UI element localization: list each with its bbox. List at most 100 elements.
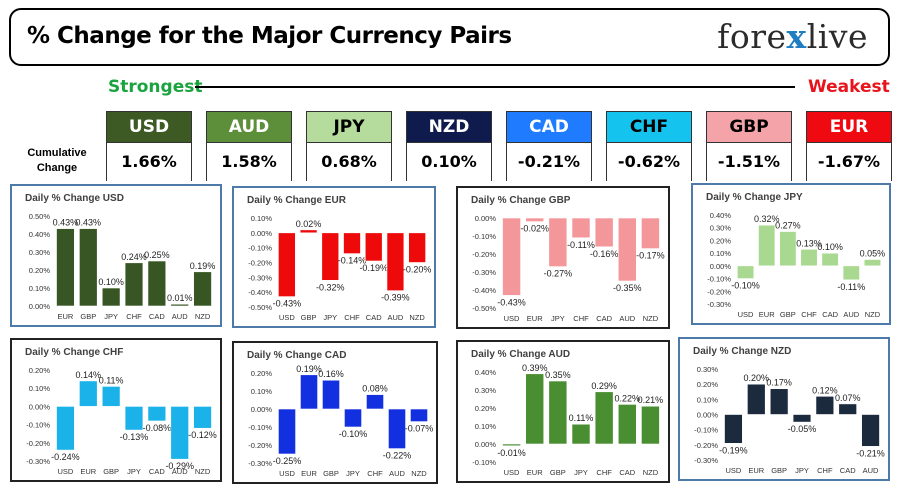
- x-tick-label: EUR: [759, 310, 775, 319]
- cumulative-value: 0.68%: [307, 143, 391, 181]
- bar: [193, 406, 212, 429]
- bar: [322, 379, 340, 410]
- bar: [861, 414, 880, 447]
- y-tick-label: -0.20%: [248, 259, 272, 268]
- y-tick-label: 0.00%: [475, 440, 497, 449]
- x-tick-label: CHF: [817, 466, 833, 475]
- bar: [792, 414, 812, 423]
- x-tick-label: USD: [58, 467, 74, 476]
- bar: [321, 232, 340, 281]
- cumulative-value: -1.51%: [707, 143, 791, 181]
- y-tick-label: 0.20%: [697, 380, 719, 389]
- currency-name: CHF: [607, 112, 691, 143]
- y-tick-label: 0.20%: [710, 236, 732, 245]
- data-label: -0.21%: [856, 448, 885, 458]
- y-tick-label: 0.10%: [251, 387, 273, 396]
- strongest-label: Strongest: [108, 77, 203, 97]
- x-tick-label: AUD: [843, 310, 859, 319]
- bar: [300, 374, 318, 410]
- y-tick-label: 0.10%: [697, 395, 719, 404]
- cumulative-value: 1.58%: [207, 143, 291, 181]
- y-tick-label: -0.50%: [248, 303, 272, 312]
- x-tick-label: NZD: [643, 314, 659, 323]
- y-tick-label: 0.50%: [29, 212, 51, 221]
- bar: [343, 232, 361, 254]
- cumulative-value: 1.66%: [107, 143, 191, 181]
- bar: [502, 443, 521, 447]
- x-tick-label: EUR: [748, 466, 764, 475]
- data-label: 0.19%: [296, 364, 322, 374]
- bar: [747, 383, 766, 415]
- data-label: -0.29%: [165, 461, 194, 471]
- y-tick-label: 0.30%: [697, 365, 719, 374]
- currency-tile-chf: CHF -0.62%: [606, 111, 692, 181]
- bar: [548, 380, 568, 445]
- data-label: -0.32%: [316, 282, 345, 292]
- logo-x: x: [786, 17, 807, 56]
- y-tick-label: -0.10%: [248, 244, 272, 253]
- x-tick-label: AUD: [619, 314, 635, 323]
- x-tick-label: CAD: [149, 467, 165, 476]
- x-tick-label: AUD: [172, 467, 188, 476]
- y-tick-label: -0.10%: [472, 232, 496, 241]
- data-label: -0.11%: [837, 282, 865, 292]
- x-tick-label: AUD: [388, 313, 404, 322]
- x-tick-label: CHF: [367, 469, 383, 478]
- currency-tile-usd: USD 1.66%: [106, 111, 192, 181]
- bar: [548, 217, 568, 267]
- data-label: 0.35%: [545, 370, 571, 380]
- x-tick-label: NZD: [411, 469, 427, 478]
- y-tick-label: 0.30%: [29, 248, 51, 257]
- data-label: 0.10%: [98, 277, 124, 287]
- x-tick-label: GBP: [103, 467, 119, 476]
- bar: [724, 414, 743, 444]
- y-tick-label: -0.30%: [26, 457, 50, 466]
- bar: [101, 386, 121, 407]
- y-tick-label: -0.30%: [248, 273, 272, 282]
- x-tick-label: CAD: [619, 468, 635, 477]
- chart-panel-4: Daily % Change JPY 0.40% 0.30% 0.20% 0.10% 0.…: [691, 183, 891, 325]
- x-tick-label: USD: [279, 469, 295, 478]
- x-tick-label: USD: [279, 313, 295, 322]
- x-tick-label: CHF: [573, 314, 589, 323]
- currency-name: CAD: [507, 112, 591, 143]
- y-tick-label: 0.20%: [251, 369, 273, 378]
- x-tick-label: AUD: [863, 466, 879, 475]
- data-label: 0.13%: [796, 238, 822, 248]
- bar: [641, 405, 660, 445]
- currency-name: NZD: [407, 112, 491, 143]
- chart-title: Daily % Change GBP: [471, 195, 571, 206]
- data-label: 0.25%: [144, 250, 170, 260]
- bar: [815, 395, 835, 415]
- bar: [299, 229, 318, 234]
- bar: [124, 262, 144, 307]
- chart-panel-8: Daily % Change NZD 0.30% 0.20% 0.10% 0.00% -0…: [678, 337, 890, 481]
- chart-svg: Daily % Change AUD 0.40% 0.30% 0.20% 0.10% 0.…: [471, 349, 663, 477]
- x-tick-label: CHF: [596, 468, 612, 477]
- logo-text-right: live: [806, 17, 868, 56]
- y-tick-label: -0.40%: [248, 288, 272, 297]
- chart-svg: Daily % Change EUR 0.10% 0.00% -0.10% -0.20%…: [247, 195, 432, 322]
- bar: [502, 217, 521, 296]
- data-label: -0.27%: [544, 269, 573, 279]
- y-tick-label: -0.20%: [26, 439, 50, 448]
- cumulative-value: 0.10%: [407, 143, 491, 181]
- bar: [170, 303, 189, 307]
- data-label: 0.02%: [296, 219, 322, 229]
- chart-panel-7: Daily % Change AUD 0.40% 0.30% 0.20% 0.10% 0.…: [456, 340, 670, 483]
- x-tick-label: JPY: [795, 466, 809, 475]
- data-label: 0.24%: [121, 252, 147, 262]
- cumulative-value: -0.62%: [607, 143, 691, 181]
- data-label: 0.11%: [99, 375, 124, 385]
- data-label: 0.39%: [522, 363, 548, 373]
- data-label: 0.32%: [754, 214, 780, 224]
- chart-title: Daily % Change EUR: [247, 195, 347, 206]
- data-label: -0.07%: [405, 424, 434, 434]
- y-tick-label: 0.10%: [710, 249, 732, 258]
- y-tick-label: 0.00%: [475, 214, 497, 223]
- bar: [278, 232, 296, 297]
- data-label: -0.20%: [403, 265, 432, 275]
- data-label: -0.01%: [497, 448, 526, 458]
- data-label: -0.19%: [719, 445, 748, 455]
- bar: [79, 380, 98, 407]
